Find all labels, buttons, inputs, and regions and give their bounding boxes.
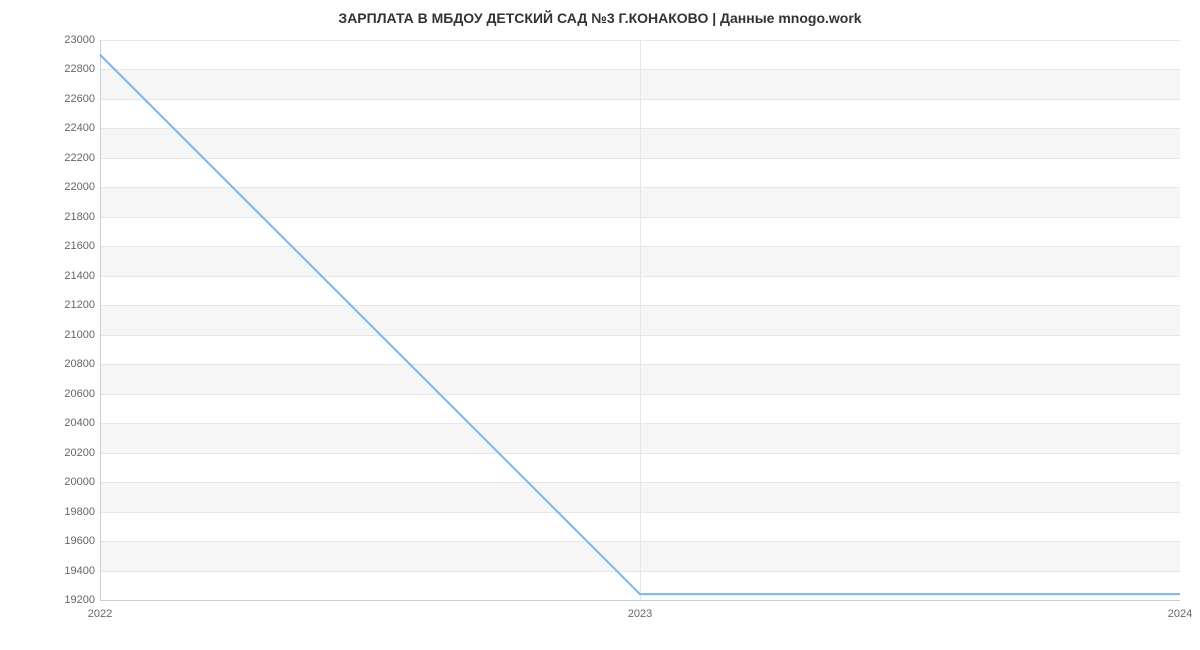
y-tick-label: 22400 [45, 122, 95, 134]
y-tick-label: 22000 [45, 181, 95, 193]
y-tick-label: 21400 [45, 270, 95, 282]
series-layer [100, 40, 1180, 600]
series-line-salary [100, 55, 1180, 594]
y-tick-label: 20800 [45, 358, 95, 370]
y-tick-label: 19800 [45, 506, 95, 518]
y-tick-label: 23000 [45, 34, 95, 46]
y-tick-label: 22200 [45, 152, 95, 164]
y-tick-label: 21000 [45, 329, 95, 341]
y-tick-label: 20400 [45, 417, 95, 429]
y-tick-label: 19600 [45, 535, 95, 547]
y-tick-label: 20200 [45, 447, 95, 459]
y-tick-label: 19400 [45, 565, 95, 577]
y-tick-label: 21800 [45, 211, 95, 223]
y-tick-label: 20000 [45, 476, 95, 488]
y-tick-label: 22600 [45, 93, 95, 105]
y-tick-label: 22800 [45, 63, 95, 75]
x-tick-label: 2024 [1168, 608, 1192, 620]
y-tick-label: 21600 [45, 240, 95, 252]
y-tick-label: 20600 [45, 388, 95, 400]
chart-container: ЗАРПЛАТА В МБДОУ ДЕТСКИЙ САД №3 Г.КОНАКО… [0, 0, 1200, 650]
y-tick-label: 19200 [45, 594, 95, 606]
x-tick-label: 2023 [628, 608, 652, 620]
x-tick-label: 2022 [88, 608, 112, 620]
y-tick-label: 21200 [45, 299, 95, 311]
plot-area: 1920019400196001980020000202002040020600… [100, 40, 1180, 600]
x-axis-line [100, 600, 1180, 601]
chart-title: ЗАРПЛАТА В МБДОУ ДЕТСКИЙ САД №3 Г.КОНАКО… [0, 10, 1200, 26]
